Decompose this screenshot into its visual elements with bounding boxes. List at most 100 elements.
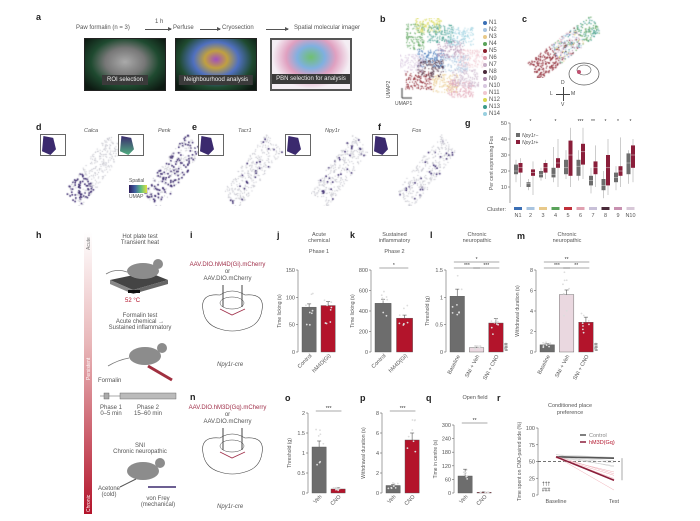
gene-expression-map: Npy1r xyxy=(285,128,371,208)
data-point xyxy=(406,304,409,307)
data-point xyxy=(465,469,468,471)
virus-labels-i: AAV.DIO.hM4D(Gi).mCherry or AAV.DIO.mCherr… xyxy=(180,262,275,283)
formalin-title-line: Acute chemical → xyxy=(115,319,165,325)
spatial-expression-canvas xyxy=(144,134,204,206)
brain-section-n xyxy=(202,428,263,475)
y-axis-label: Withdrawal duration (s) xyxy=(515,285,521,337)
x-axis-label: Cluster: xyxy=(487,207,506,213)
data-point xyxy=(411,419,414,421)
x-tick-label: 2 xyxy=(529,213,532,219)
data-point xyxy=(548,345,550,348)
y-tick-label: 4 xyxy=(530,309,533,315)
legend-item: N14 xyxy=(483,110,500,117)
legend-swatch xyxy=(516,133,520,137)
compass-vertical-line xyxy=(562,87,564,101)
y-tick-label: 600 xyxy=(359,289,368,295)
image-label: Neighbourhood analysis xyxy=(178,75,254,85)
phase2-label: Phase 2 15–60 min xyxy=(128,405,168,417)
acetone-name: Acetone xyxy=(97,486,121,492)
legend-label: N3 xyxy=(489,33,497,40)
data-point xyxy=(463,473,466,476)
umap-scatter xyxy=(400,18,485,100)
x-tick-label: Veh xyxy=(313,494,324,505)
y-tick-label: 20 xyxy=(501,169,507,175)
chart-title: neuropathic xyxy=(553,238,582,244)
gene-expression-map: Penk xyxy=(118,128,204,208)
significance-label: *** xyxy=(554,263,560,269)
data-point xyxy=(323,299,326,302)
x-tick-label: Test xyxy=(609,499,620,505)
data-point xyxy=(305,304,307,307)
data-point xyxy=(582,325,584,327)
legend-label: N5 xyxy=(489,47,497,54)
data-point xyxy=(587,319,590,322)
gene-expression-map: Tacr1 xyxy=(198,128,284,208)
x-tick-label: 8 xyxy=(604,213,607,219)
legend-label: Control xyxy=(589,433,607,439)
chart-title: Sustained xyxy=(382,232,406,238)
y-tick-label: 800 xyxy=(359,268,368,274)
data-point xyxy=(563,279,566,282)
y-tick-label: 8 xyxy=(376,411,379,417)
y-axis-label: Time licking (s) xyxy=(277,294,283,328)
bar xyxy=(559,294,575,353)
y-tick-label: 6 xyxy=(530,289,533,295)
panel-label-j: j xyxy=(277,230,280,240)
legend-dot-icon xyxy=(483,34,487,39)
x-tick-label: N1 xyxy=(514,213,521,219)
x-tick-label: hM4D(Gi) xyxy=(311,353,332,374)
y-tick-label: 0 xyxy=(532,493,535,499)
y-tick-label: 200 xyxy=(359,330,368,336)
x-tick-label: SNI + Veh xyxy=(464,354,481,379)
panel-label-c: c xyxy=(522,14,527,24)
legend-label: N7 xyxy=(489,61,497,68)
box xyxy=(601,179,606,191)
or-label: or xyxy=(224,269,231,275)
pbn-selection-image: PBN selection for analysis xyxy=(270,38,352,91)
y-tick-label: 1.5 xyxy=(297,431,305,437)
panel-label-g: g xyxy=(465,118,471,128)
legend-item: N9 xyxy=(483,75,500,82)
data-point xyxy=(451,305,454,308)
data-point xyxy=(460,288,463,291)
box xyxy=(564,159,568,175)
significance-label: * xyxy=(555,119,557,125)
scale-label-umap: UMAP xyxy=(129,194,144,200)
x-tick-label: Veh xyxy=(387,494,398,505)
image-label: PBN selection for analysis xyxy=(272,74,350,84)
spatial-expression-canvas xyxy=(398,134,458,206)
hotplate-title-line: Hot plate test xyxy=(122,234,158,240)
panel-label-l: l xyxy=(430,230,433,240)
legend-item: N8 xyxy=(483,68,500,75)
data-point xyxy=(392,482,394,484)
sni-mouse-illustration xyxy=(119,458,176,488)
von-frey-modality: (mechanical) xyxy=(140,502,176,508)
chart-title: inflammatory xyxy=(379,238,411,244)
significance-label: ** xyxy=(565,257,569,263)
data-point xyxy=(324,322,327,324)
mouse-line-i: Npy1r-cre xyxy=(217,362,244,368)
or-label: or xyxy=(224,412,231,418)
x-tick-label: 9 xyxy=(616,213,619,219)
mouse-line-n: Npy1r-cre xyxy=(217,504,244,510)
data-point xyxy=(456,274,459,277)
data-point xyxy=(549,342,552,345)
bar xyxy=(320,305,336,353)
workflow-step: Spatial molecular imager xyxy=(294,25,361,31)
data-point xyxy=(568,287,570,290)
legend-dot-icon xyxy=(483,83,487,88)
y-tick-label: 0 xyxy=(365,350,368,356)
y-tick-label: 150 xyxy=(286,268,295,274)
y-tick-label: 0 xyxy=(292,350,295,356)
data-point xyxy=(495,318,498,321)
legend-swatch xyxy=(516,140,520,144)
data-point xyxy=(543,342,546,345)
roi-image: ROI selection xyxy=(84,38,166,91)
panel-label-f: f xyxy=(378,122,381,132)
acetone-label: Acetone (cold) xyxy=(96,486,122,498)
series-line xyxy=(555,456,615,459)
data-point xyxy=(330,301,333,304)
series-line xyxy=(555,456,615,482)
gene-name: Npy1r xyxy=(325,128,340,134)
phase1-time: 0–5 min xyxy=(100,411,122,417)
